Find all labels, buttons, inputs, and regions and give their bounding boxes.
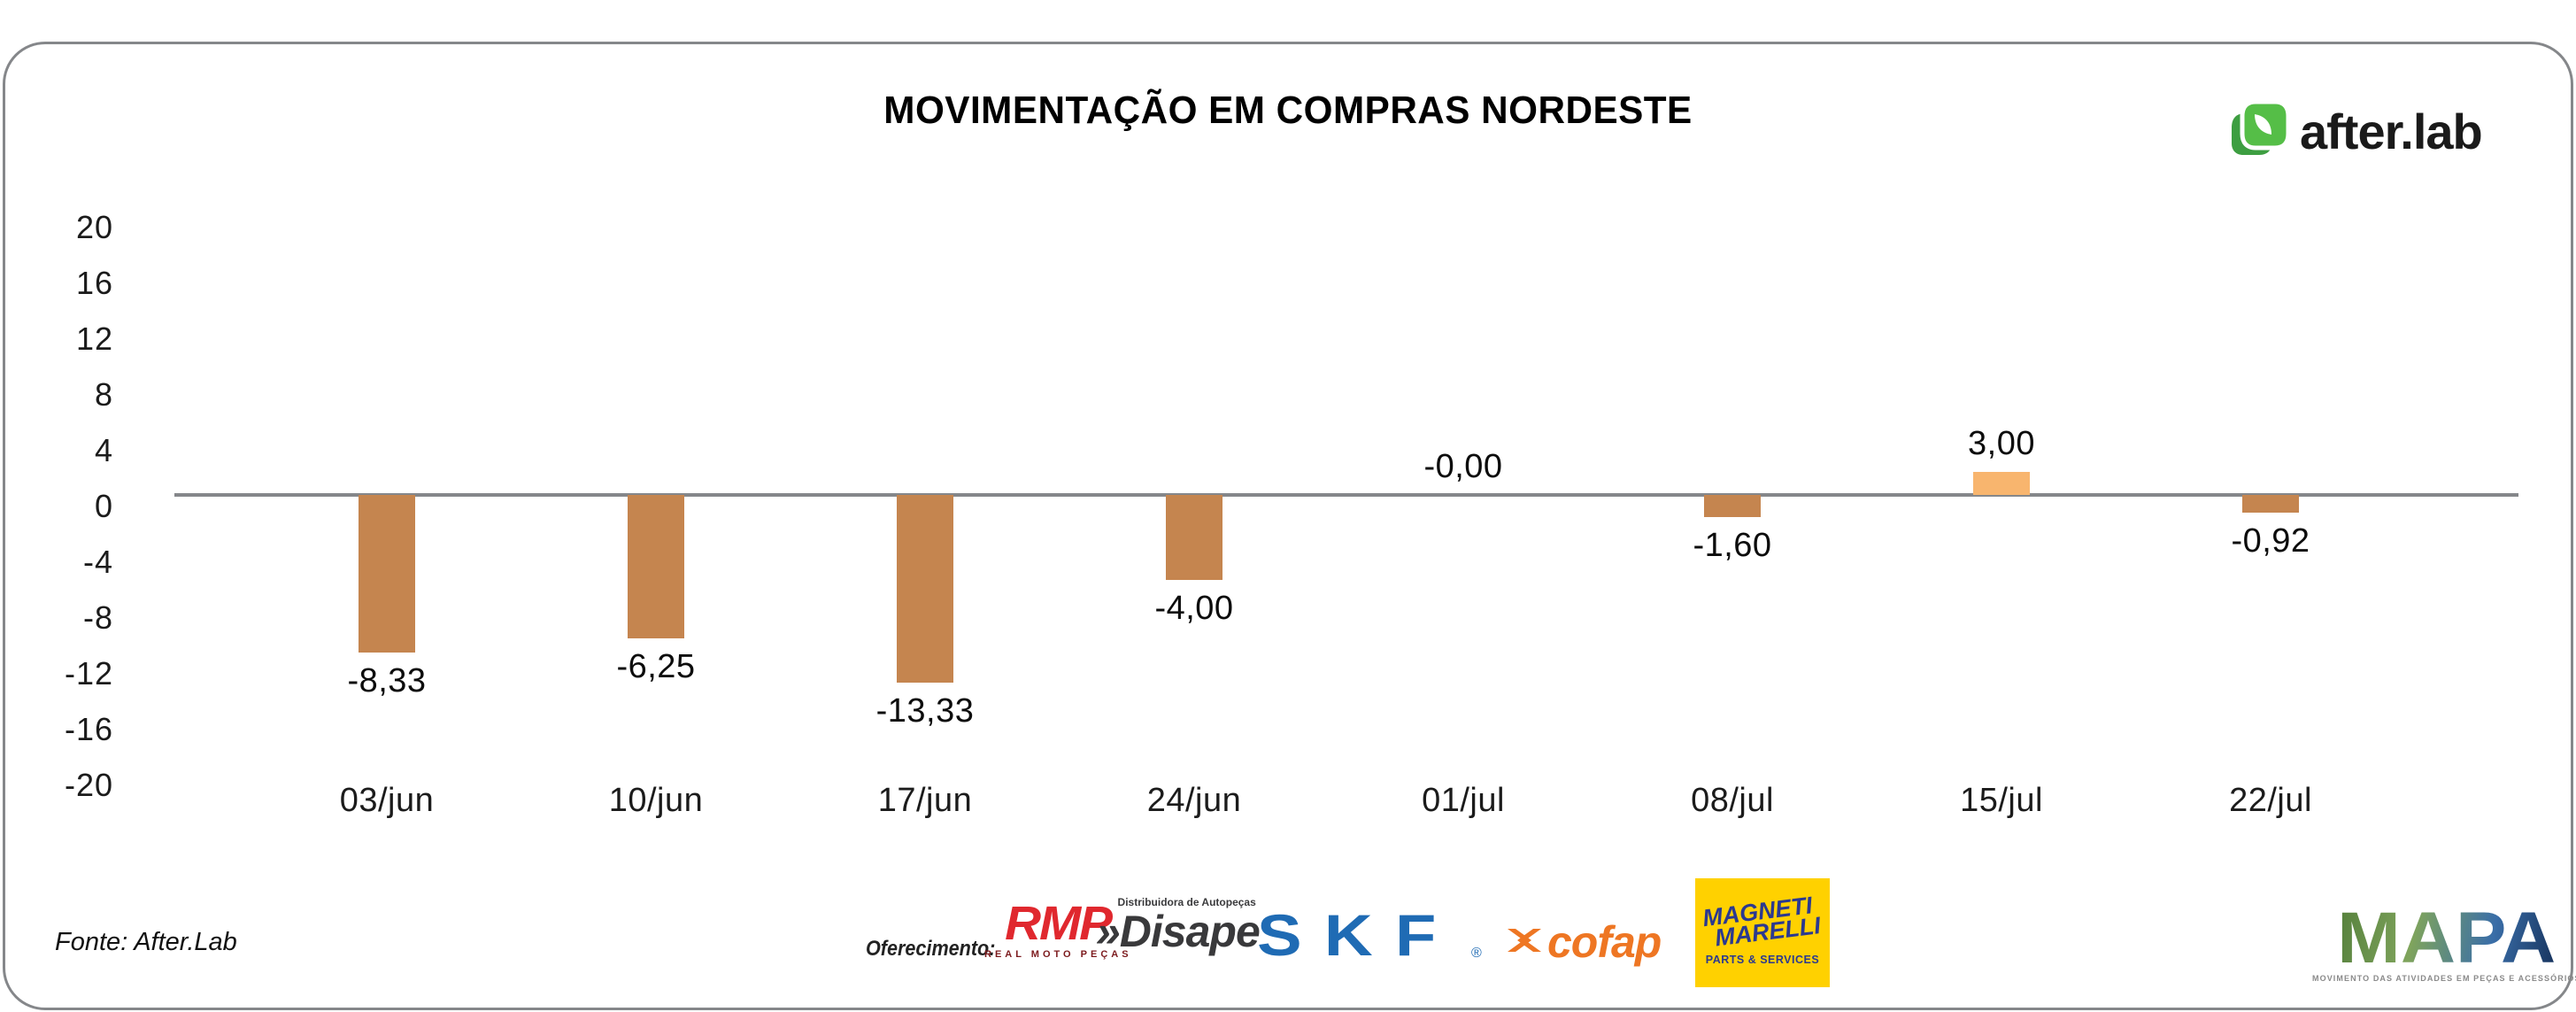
value-label-22/jul: -0,92 — [2231, 522, 2310, 560]
value-label-01/jul: -0,00 — [1423, 448, 1503, 485]
y-axis-tick-label: -16 — [64, 711, 113, 747]
x-axis-label-03/jun: 03/jun — [339, 782, 435, 819]
sponsors-label: Oferecimento: — [866, 937, 996, 961]
skf-logo: SKF ® — [1257, 902, 1482, 968]
y-axis-tick-label: -20 — [64, 767, 113, 803]
chart-title: MOVIMENTAÇÃO EM COMPRAS NORDESTE — [883, 89, 1693, 132]
value-label-10/jun: -6,25 — [616, 648, 696, 685]
cofap-wordmark: cofap — [1547, 917, 1662, 967]
bar-10/jun — [628, 495, 684, 638]
magneti-subtitle: PARTS & SERVICES — [1705, 953, 1820, 966]
magneti-marelli-logo: MAGNETI MARELLI PARTS & SERVICES — [1695, 878, 1830, 987]
cofap-x-arrow-icon — [1505, 921, 1544, 964]
y-axis-tick-label: -12 — [64, 655, 113, 691]
afterlab-leaf-icon — [2231, 99, 2291, 164]
y-axis-tick-label: 0 — [94, 488, 113, 524]
x-axis-label-10/jun: 10/jun — [608, 782, 704, 819]
value-label-17/jun: -13,33 — [875, 692, 975, 730]
chart-card — [3, 42, 2573, 1010]
skf-registered-mark: ® — [1471, 946, 1482, 961]
y-axis-tick-label: 20 — [75, 209, 113, 245]
bar-08/jul — [1704, 495, 1761, 517]
bar-17/jun — [897, 495, 953, 683]
value-label-03/jun: -8,33 — [347, 662, 427, 699]
source-note: Fonte: After.Lab — [55, 928, 237, 956]
disape-wordmark: »Disape — [1096, 907, 1261, 956]
afterlab-logo: after.lab — [2231, 99, 2483, 164]
x-axis-label-24/jun: 24/jun — [1146, 782, 1242, 819]
y-axis-tick-label: 16 — [75, 265, 113, 301]
value-label-15/jul: 3,00 — [1968, 425, 2035, 462]
rmp-wordmark: RMP — [1005, 897, 1113, 950]
rmp-logo: RMP REAL MOTO PEÇAS — [984, 897, 1132, 960]
cofap-logo: cofap — [1505, 916, 1662, 968]
afterlab-wordmark: after.lab — [2300, 104, 2483, 159]
disape-subtitle: Distribuidora de Autopeças — [1117, 896, 1256, 908]
y-axis-tick-label: 12 — [75, 321, 113, 357]
skf-wordmark: SKF — [1257, 902, 1459, 968]
x-axis-label-22/jul: 22/jul — [2229, 782, 2312, 819]
disape-logo: Distribuidora de Autopeças »Disape — [1096, 896, 1261, 956]
x-axis-label-01/jul: 01/jul — [1422, 782, 1505, 819]
bar-24/jun — [1166, 495, 1222, 580]
mapa-wordmark: MAPA — [2337, 898, 2557, 978]
x-axis-label-08/jul: 08/jul — [1691, 782, 1774, 819]
y-axis-tick-label: 8 — [94, 376, 113, 413]
rmp-subtitle: REAL MOTO PEÇAS — [984, 949, 1132, 960]
value-label-24/jun: -4,00 — [1154, 590, 1234, 627]
mapa-subtitle: MOVIMENTO DAS ATIVIDADES EM PEÇAS E ACES… — [2312, 974, 2576, 983]
x-axis-label-15/jul: 15/jul — [1960, 782, 2043, 819]
value-label-08/jul: -1,60 — [1693, 527, 1772, 564]
mapa-logo: MAPA MOVIMENTO DAS ATIVIDADES EM PEÇAS E… — [2312, 898, 2576, 984]
x-axis-label-17/jun: 17/jun — [877, 782, 973, 819]
y-axis-tick-label: -4 — [82, 544, 113, 580]
bar-22/jul — [2242, 495, 2299, 513]
y-axis-tick-label: 4 — [94, 432, 113, 468]
y-axis-tick-label: -8 — [82, 599, 113, 636]
bar-15/jul — [1973, 472, 2030, 495]
bar-03/jun — [359, 495, 415, 653]
zero-axis-line — [174, 493, 2518, 497]
